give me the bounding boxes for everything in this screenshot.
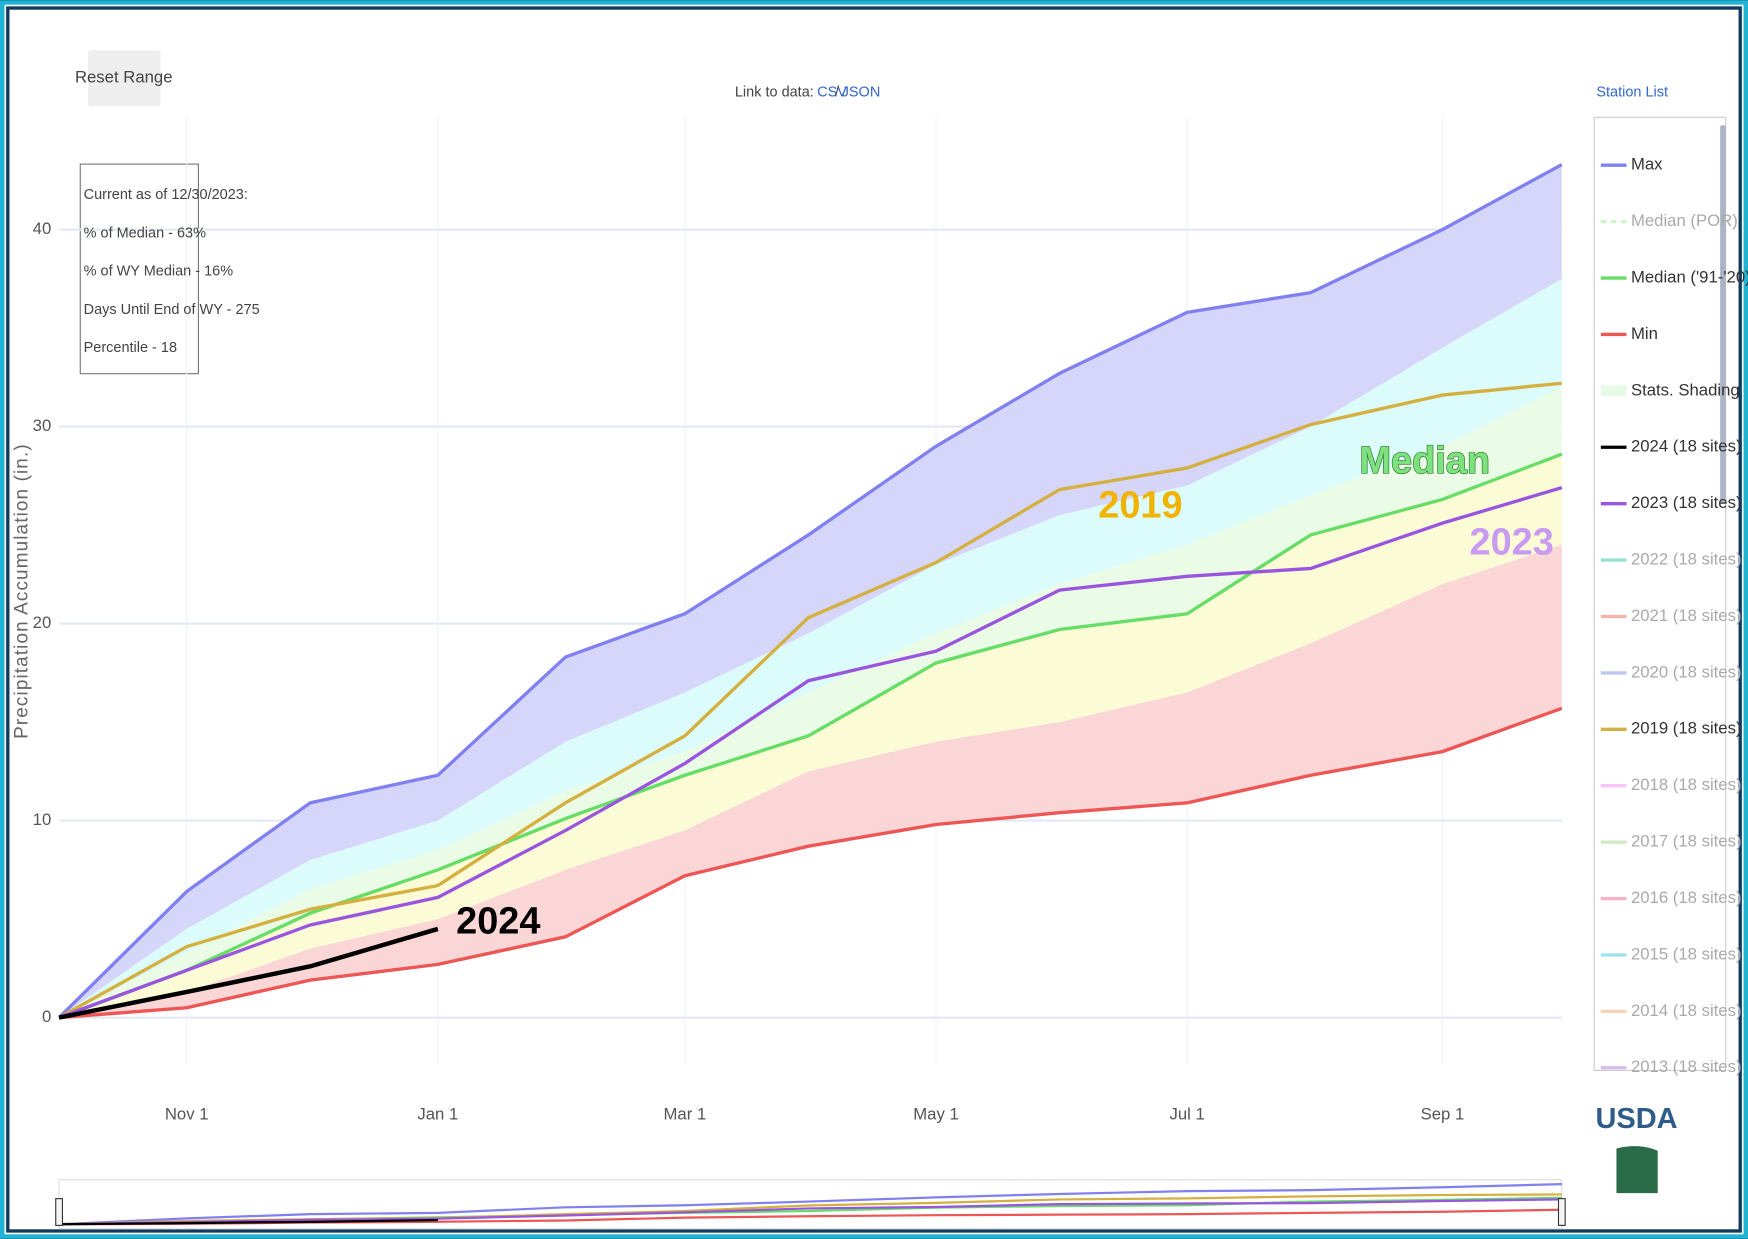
- legend-label[interactable]: Min: [1631, 324, 1658, 343]
- legend-label[interactable]: 2014 (18 sites): [1631, 1001, 1742, 1020]
- reset-button-label[interactable]: Reset Range: [75, 68, 173, 87]
- legend-label[interactable]: 2021 (18 sites): [1631, 606, 1742, 625]
- y-tick-label: 30: [33, 416, 52, 435]
- legend-label[interactable]: 2020 (18 sites): [1631, 662, 1742, 681]
- stats-shading-band: [59, 278, 1562, 1018]
- annotation: 2023: [1470, 521, 1554, 563]
- range-slider-line: [59, 1218, 438, 1226]
- x-tick-label: Mar 1: [664, 1104, 707, 1123]
- csv-link[interactable]: CSV: [817, 85, 847, 101]
- inner-frame: [6, 6, 1742, 1233]
- y-tick-label: 0: [42, 1007, 51, 1026]
- stats-shading-band: [59, 164, 1562, 1018]
- legend-label[interactable]: 2017 (18 sites): [1631, 832, 1742, 851]
- info-line: Days Until End of WY - 275: [84, 302, 260, 318]
- plot-area: [57, 117, 1563, 1065]
- annotation: Median: [1359, 440, 1490, 482]
- stats-shading-band: [59, 387, 1562, 1018]
- legend-label[interactable]: Median ('91-'20): [1631, 267, 1748, 286]
- link-label: Link to data:: [735, 85, 814, 101]
- link-separator: /: [835, 85, 840, 101]
- x-tick-label: Jan 1: [417, 1104, 458, 1123]
- y-tick-label: 10: [33, 810, 52, 829]
- y-tick-label: 20: [33, 613, 52, 632]
- series-line: [58, 452, 1563, 1020]
- info-line: Percentile - 18: [84, 340, 177, 356]
- usda-logo-mark: [1616, 1146, 1658, 1194]
- legend-label[interactable]: 2013 (18 sites): [1631, 1057, 1742, 1076]
- annotation: 2019: [1098, 484, 1182, 526]
- legend-label[interactable]: 2018 (18 sites): [1631, 775, 1742, 794]
- annotation: 2024: [456, 900, 540, 942]
- range-slider-handle[interactable]: [1557, 1198, 1566, 1226]
- legend-scrollbar[interactable]: [1720, 125, 1726, 505]
- json-link[interactable]: JSON: [842, 85, 881, 101]
- legend-label[interactable]: Max: [1631, 155, 1663, 174]
- range-slider-handle[interactable]: [55, 1198, 63, 1226]
- legend-label[interactable]: 2019 (18 sites): [1631, 719, 1742, 738]
- legend-label[interactable]: Stats. Shading: [1631, 380, 1740, 399]
- x-tick-label: May 1: [913, 1104, 959, 1123]
- legend-box: [1593, 116, 1727, 1071]
- legend-label[interactable]: Median (POR): [1631, 211, 1738, 230]
- x-tick-label: Nov 1: [165, 1104, 209, 1123]
- legend-label[interactable]: 2023 (18 sites): [1631, 493, 1742, 512]
- info-line: % of Median - 63%: [84, 225, 206, 241]
- y-tick-label: 40: [33, 219, 52, 238]
- range-slider-line: [59, 1183, 1562, 1226]
- stats-shading-band: [59, 544, 1562, 1018]
- y-axis-title: Precipitation Accumulation (in.): [11, 443, 32, 739]
- legend-label[interactable]: 2015 (18 sites): [1631, 944, 1742, 963]
- series-line: [58, 706, 1563, 1020]
- x-tick-label: Sep 1: [1421, 1104, 1465, 1123]
- range-slider-line: [59, 1198, 1562, 1226]
- legend-label[interactable]: 2024 (18 sites): [1631, 437, 1742, 456]
- series-line: [57, 163, 1563, 1019]
- usda-logo: USDA: [1595, 1103, 1677, 1135]
- x-tick-label: Jul 1: [1170, 1104, 1205, 1123]
- station-list-link[interactable]: Station List: [1596, 85, 1668, 101]
- reset-button[interactable]: [88, 50, 161, 107]
- legend-label[interactable]: 2022 (18 sites): [1631, 550, 1742, 569]
- series-line: [58, 486, 1563, 1020]
- series-line: [58, 381, 1562, 1020]
- info-line: % of WY Median - 16%: [84, 264, 234, 280]
- legend-label[interactable]: 2016 (18 sites): [1631, 888, 1742, 907]
- info-box: [79, 163, 199, 375]
- series-line: [58, 926, 439, 1020]
- info-line: Current as of 12/30/2023:: [84, 187, 248, 203]
